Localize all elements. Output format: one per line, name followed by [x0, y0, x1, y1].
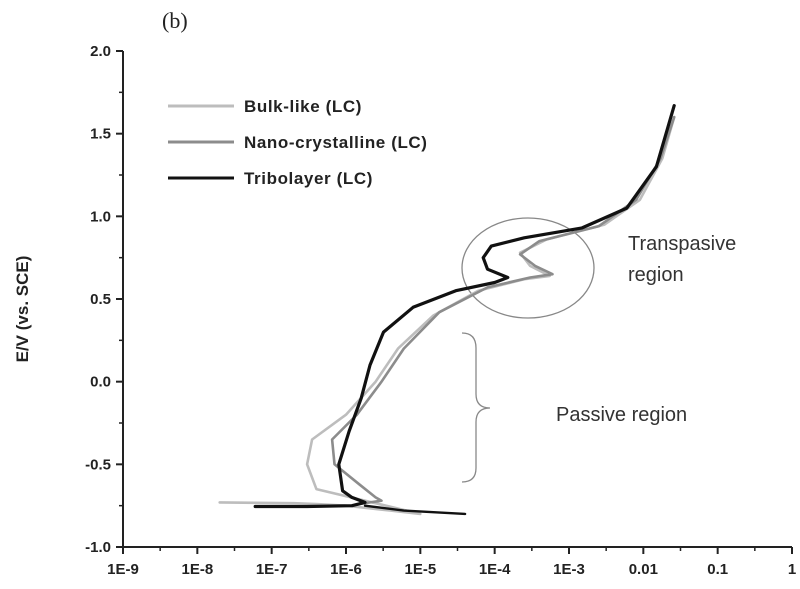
y-tick-label: -0.5	[85, 456, 111, 473]
y-tick-label: 1.0	[90, 208, 111, 225]
y-tick-label: 0.0	[90, 374, 111, 391]
x-tick-label: 1E-5	[404, 561, 436, 578]
transpasive-ellipse	[461, 217, 595, 319]
series-line-2	[253, 104, 676, 509]
x-tick-label: 0.01	[629, 561, 658, 578]
axes: 2.0 1.5 1.0 0.5 0.0 -0.5 -1.0 1E-9 1E-8 1E-7 1E-6 1…	[13, 43, 796, 578]
annotation-transpasive-line2: region	[628, 264, 684, 286]
x-tick-label: 1E-9	[107, 561, 139, 578]
annotation-transpasive-line1: Transpasive	[628, 233, 736, 255]
x-tick-label: 1E-6	[330, 561, 362, 578]
x-tick-label: 1E-8	[181, 561, 213, 578]
series-line-3	[363, 504, 467, 516]
legend-label: Tribolayer (LC)	[244, 169, 373, 188]
y-axis-title: E/V (vs. SCE)	[13, 256, 32, 363]
series-lines	[218, 104, 676, 516]
x-tick-label: 1	[788, 561, 796, 578]
x-tick-label: 1E-4	[479, 561, 511, 578]
x-tick-label: 1E-7	[256, 561, 288, 578]
legend: Bulk-like (LC) Nano-crystalline (LC) Tribo…	[168, 97, 428, 188]
panel-label: (b)	[162, 8, 188, 33]
y-tick-label: 0.5	[90, 291, 111, 308]
x-tick-label: 1E-3	[553, 561, 585, 578]
y-tick-label: -1.0	[85, 539, 111, 556]
passive-brace	[461, 332, 491, 483]
annotation-shapes	[461, 217, 595, 483]
legend-label: Bulk-like (LC)	[244, 97, 362, 116]
y-tick-label: 2.0	[90, 43, 111, 60]
legend-label: Nano-crystalline (LC)	[244, 133, 428, 152]
x-tick-label: 0.1	[707, 561, 728, 578]
series-line-1	[330, 115, 676, 506]
y-tick-label: 1.5	[90, 126, 111, 143]
annotation-passive: Passive region	[556, 404, 687, 426]
